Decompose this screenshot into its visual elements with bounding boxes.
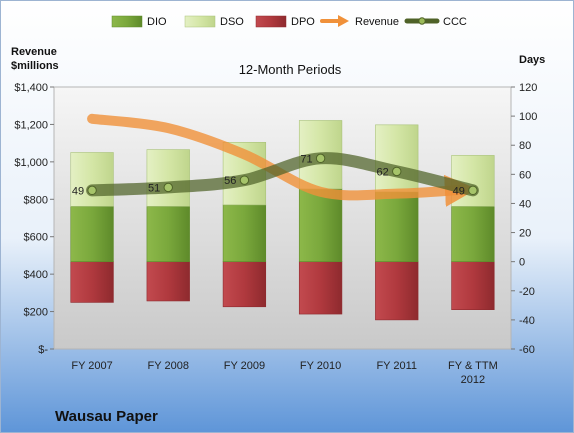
right-tick-label: 20 <box>519 228 531 240</box>
right-tick-label: -20 <box>519 286 535 298</box>
bar-dio <box>451 206 495 262</box>
left-tick-label: $1,000 <box>14 157 48 169</box>
bar-dio <box>375 191 419 262</box>
right-tick-label: 120 <box>519 82 537 94</box>
ccc-data-label: 49 <box>453 185 465 197</box>
bar-dpo <box>70 261 114 303</box>
ccc-data-label: 62 <box>377 166 389 178</box>
right-tick-label: -60 <box>519 344 535 356</box>
bar-dpo <box>375 261 419 321</box>
bar-dso <box>375 124 419 193</box>
bar-dso <box>146 149 190 207</box>
x-tick-label: FY 2011 <box>376 360 417 372</box>
legend-label-dio: DIO <box>147 16 167 28</box>
bar-dio <box>146 206 190 262</box>
left-tick-label: $- <box>38 344 48 356</box>
x-tick-label: FY & TTM <box>448 360 498 372</box>
legend-label-dso: DSO <box>220 16 244 28</box>
bar-dio <box>222 204 267 262</box>
bar-dpo <box>146 261 190 302</box>
bar-dio <box>70 206 114 262</box>
left-axis-label-line1: Revenue <box>11 46 57 58</box>
right-tick-label: -40 <box>519 315 535 327</box>
ccc-data-label: 71 <box>300 153 312 165</box>
x-tick-label: FY 2008 <box>148 360 189 372</box>
ccc-point <box>163 182 173 193</box>
x-tick-label: 2012 <box>461 374 485 386</box>
ccc-data-label: 49 <box>72 185 84 197</box>
right-tick-label: 100 <box>519 111 537 123</box>
ccc-series: 49 51 56 71 62 49 <box>72 152 479 197</box>
bar-dso <box>70 152 114 207</box>
right-tick-label: 80 <box>519 140 531 152</box>
revenue-line <box>87 113 477 207</box>
ccc-point <box>392 166 402 177</box>
legend-label-revenue: Revenue <box>355 16 399 28</box>
x-axis: FY 2007 FY 2008 FY 2009 FY 2010 FY 2011 FY & … <box>71 360 497 386</box>
plot-area <box>53 86 512 350</box>
legend-swatch-revenue <box>320 15 349 27</box>
legend: DIO DSO DPO Revenue CCC <box>111 15 467 28</box>
legend-swatch-dso <box>184 15 216 28</box>
legend-label-dpo: DPO <box>291 16 315 28</box>
right-tick-label: 60 <box>519 169 531 181</box>
ccc-point <box>239 175 250 185</box>
bar-dio <box>298 188 343 262</box>
x-tick-label: FY 2007 <box>71 360 112 372</box>
left-tick-label: $200 <box>24 307 48 319</box>
right-axis: -60 -40 -20 0 20 40 60 80 100 120 <box>511 82 537 356</box>
ccc-point <box>315 153 326 164</box>
x-tick-label: FY 2009 <box>224 360 265 372</box>
right-tick-label: 0 <box>519 257 525 269</box>
ccc-data-label: 51 <box>148 182 160 194</box>
left-axis-label-line2: $millions <box>11 60 59 72</box>
legend-swatch-ccc <box>404 17 440 25</box>
left-tick-label: $1,400 <box>14 82 48 94</box>
ccc-point <box>87 185 97 196</box>
left-tick-label: $400 <box>24 269 48 281</box>
left-tick-label: $800 <box>24 194 48 206</box>
company-name: Wausau Paper <box>55 408 158 425</box>
right-tick-label: 40 <box>519 198 531 210</box>
bar-dpo <box>222 261 267 308</box>
chart-title: 12-Month Periods <box>239 62 342 77</box>
x-tick-label: FY 2010 <box>300 360 341 372</box>
ccc-point <box>468 185 478 196</box>
left-tick-label: $1,200 <box>14 119 48 131</box>
ccc-line <box>86 152 479 197</box>
ccc-data-label: 56 <box>224 175 236 187</box>
legend-label-ccc: CCC <box>443 16 467 28</box>
bar-dpo <box>298 261 343 315</box>
revenue-series <box>87 113 477 207</box>
left-axis: $- $200 $400 $600 $800 $1,000 $1,200 $1,400 <box>14 82 54 356</box>
bar-dpo <box>451 261 495 310</box>
left-tick-label: $600 <box>24 232 48 244</box>
legend-swatch-dio <box>111 15 143 28</box>
legend-swatch-dpo <box>255 15 287 28</box>
right-axis-label: Days <box>519 54 545 66</box>
